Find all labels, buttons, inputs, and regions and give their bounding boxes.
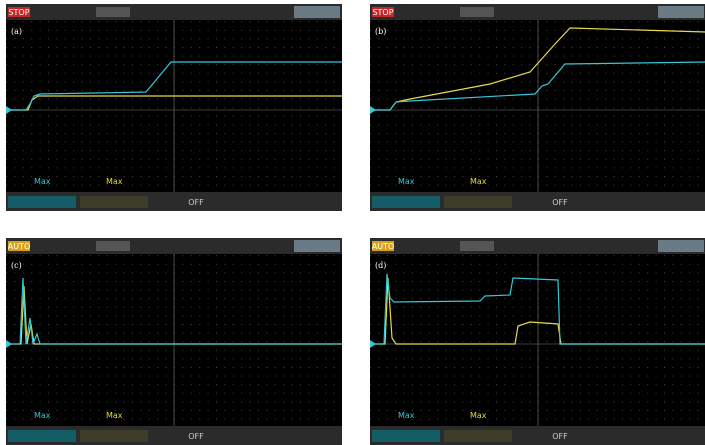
menu-button (658, 240, 704, 252)
ch1-box (8, 430, 76, 442)
panel-label: (a) (11, 27, 22, 36)
menu-button (294, 240, 340, 252)
top-bar (370, 4, 705, 20)
panel-label: (b) (375, 27, 386, 36)
ch1-measure: Max (34, 177, 51, 186)
menu-button (294, 6, 340, 18)
ch2-measure: Max (106, 411, 123, 420)
grid (370, 20, 705, 192)
timebase-box (460, 241, 494, 251)
ch1-box (372, 430, 440, 442)
ch2-box (444, 430, 512, 442)
timebase-box (460, 7, 494, 17)
ch2-box (80, 430, 148, 442)
ch2-measure: Max (470, 177, 487, 186)
scope-screen: STOP (b) Max Max OFF (370, 4, 705, 211)
status-badge (8, 241, 30, 251)
status-text: STOP (372, 8, 393, 17)
status-badge (8, 7, 30, 17)
panel-label: (c) (11, 261, 22, 270)
scope-screen: AUTO (d) Max Max OFF (370, 238, 705, 445)
cyan-trace (6, 61, 342, 111)
panel-label: (d) (375, 261, 386, 270)
ch2-box (444, 196, 512, 208)
zero-marker (6, 106, 12, 114)
top-bar (6, 4, 342, 20)
grid (370, 254, 705, 426)
status-text: AUTO (372, 242, 395, 251)
trigger-text: OFF (552, 198, 568, 207)
cyan-trace (370, 61, 705, 111)
zero-marker (6, 340, 12, 348)
trigger-text: OFF (188, 198, 204, 207)
trigger-text: OFF (188, 432, 204, 441)
cyan-trace (370, 273, 705, 345)
status-text: AUTO (8, 242, 31, 251)
status-badge (372, 7, 394, 17)
scope-screen: STOP (a) Max Max OFF (6, 4, 342, 211)
ch1-measure: Max (398, 177, 415, 186)
ch2-measure: Max (470, 411, 487, 420)
zero-marker (370, 340, 376, 348)
ch1-box (8, 196, 76, 208)
scope-screen: AUTO (c) Max Max OFF (6, 238, 342, 445)
ch1-box (372, 196, 440, 208)
timebase-box (96, 7, 130, 17)
zero-marker (370, 106, 376, 114)
cyan-trace (6, 277, 342, 345)
trigger-text: OFF (552, 432, 568, 441)
timebase-box (96, 241, 130, 251)
menu-button (658, 6, 704, 18)
top-bar (370, 238, 705, 254)
top-bar (6, 238, 342, 254)
ch2-box (80, 196, 148, 208)
ch1-measure: Max (34, 411, 51, 420)
status-badge (372, 241, 394, 251)
status-text: STOP (8, 8, 29, 17)
yellow-trace (6, 285, 342, 345)
ch2-measure: Max (106, 177, 123, 186)
ch1-measure: Max (398, 411, 415, 420)
